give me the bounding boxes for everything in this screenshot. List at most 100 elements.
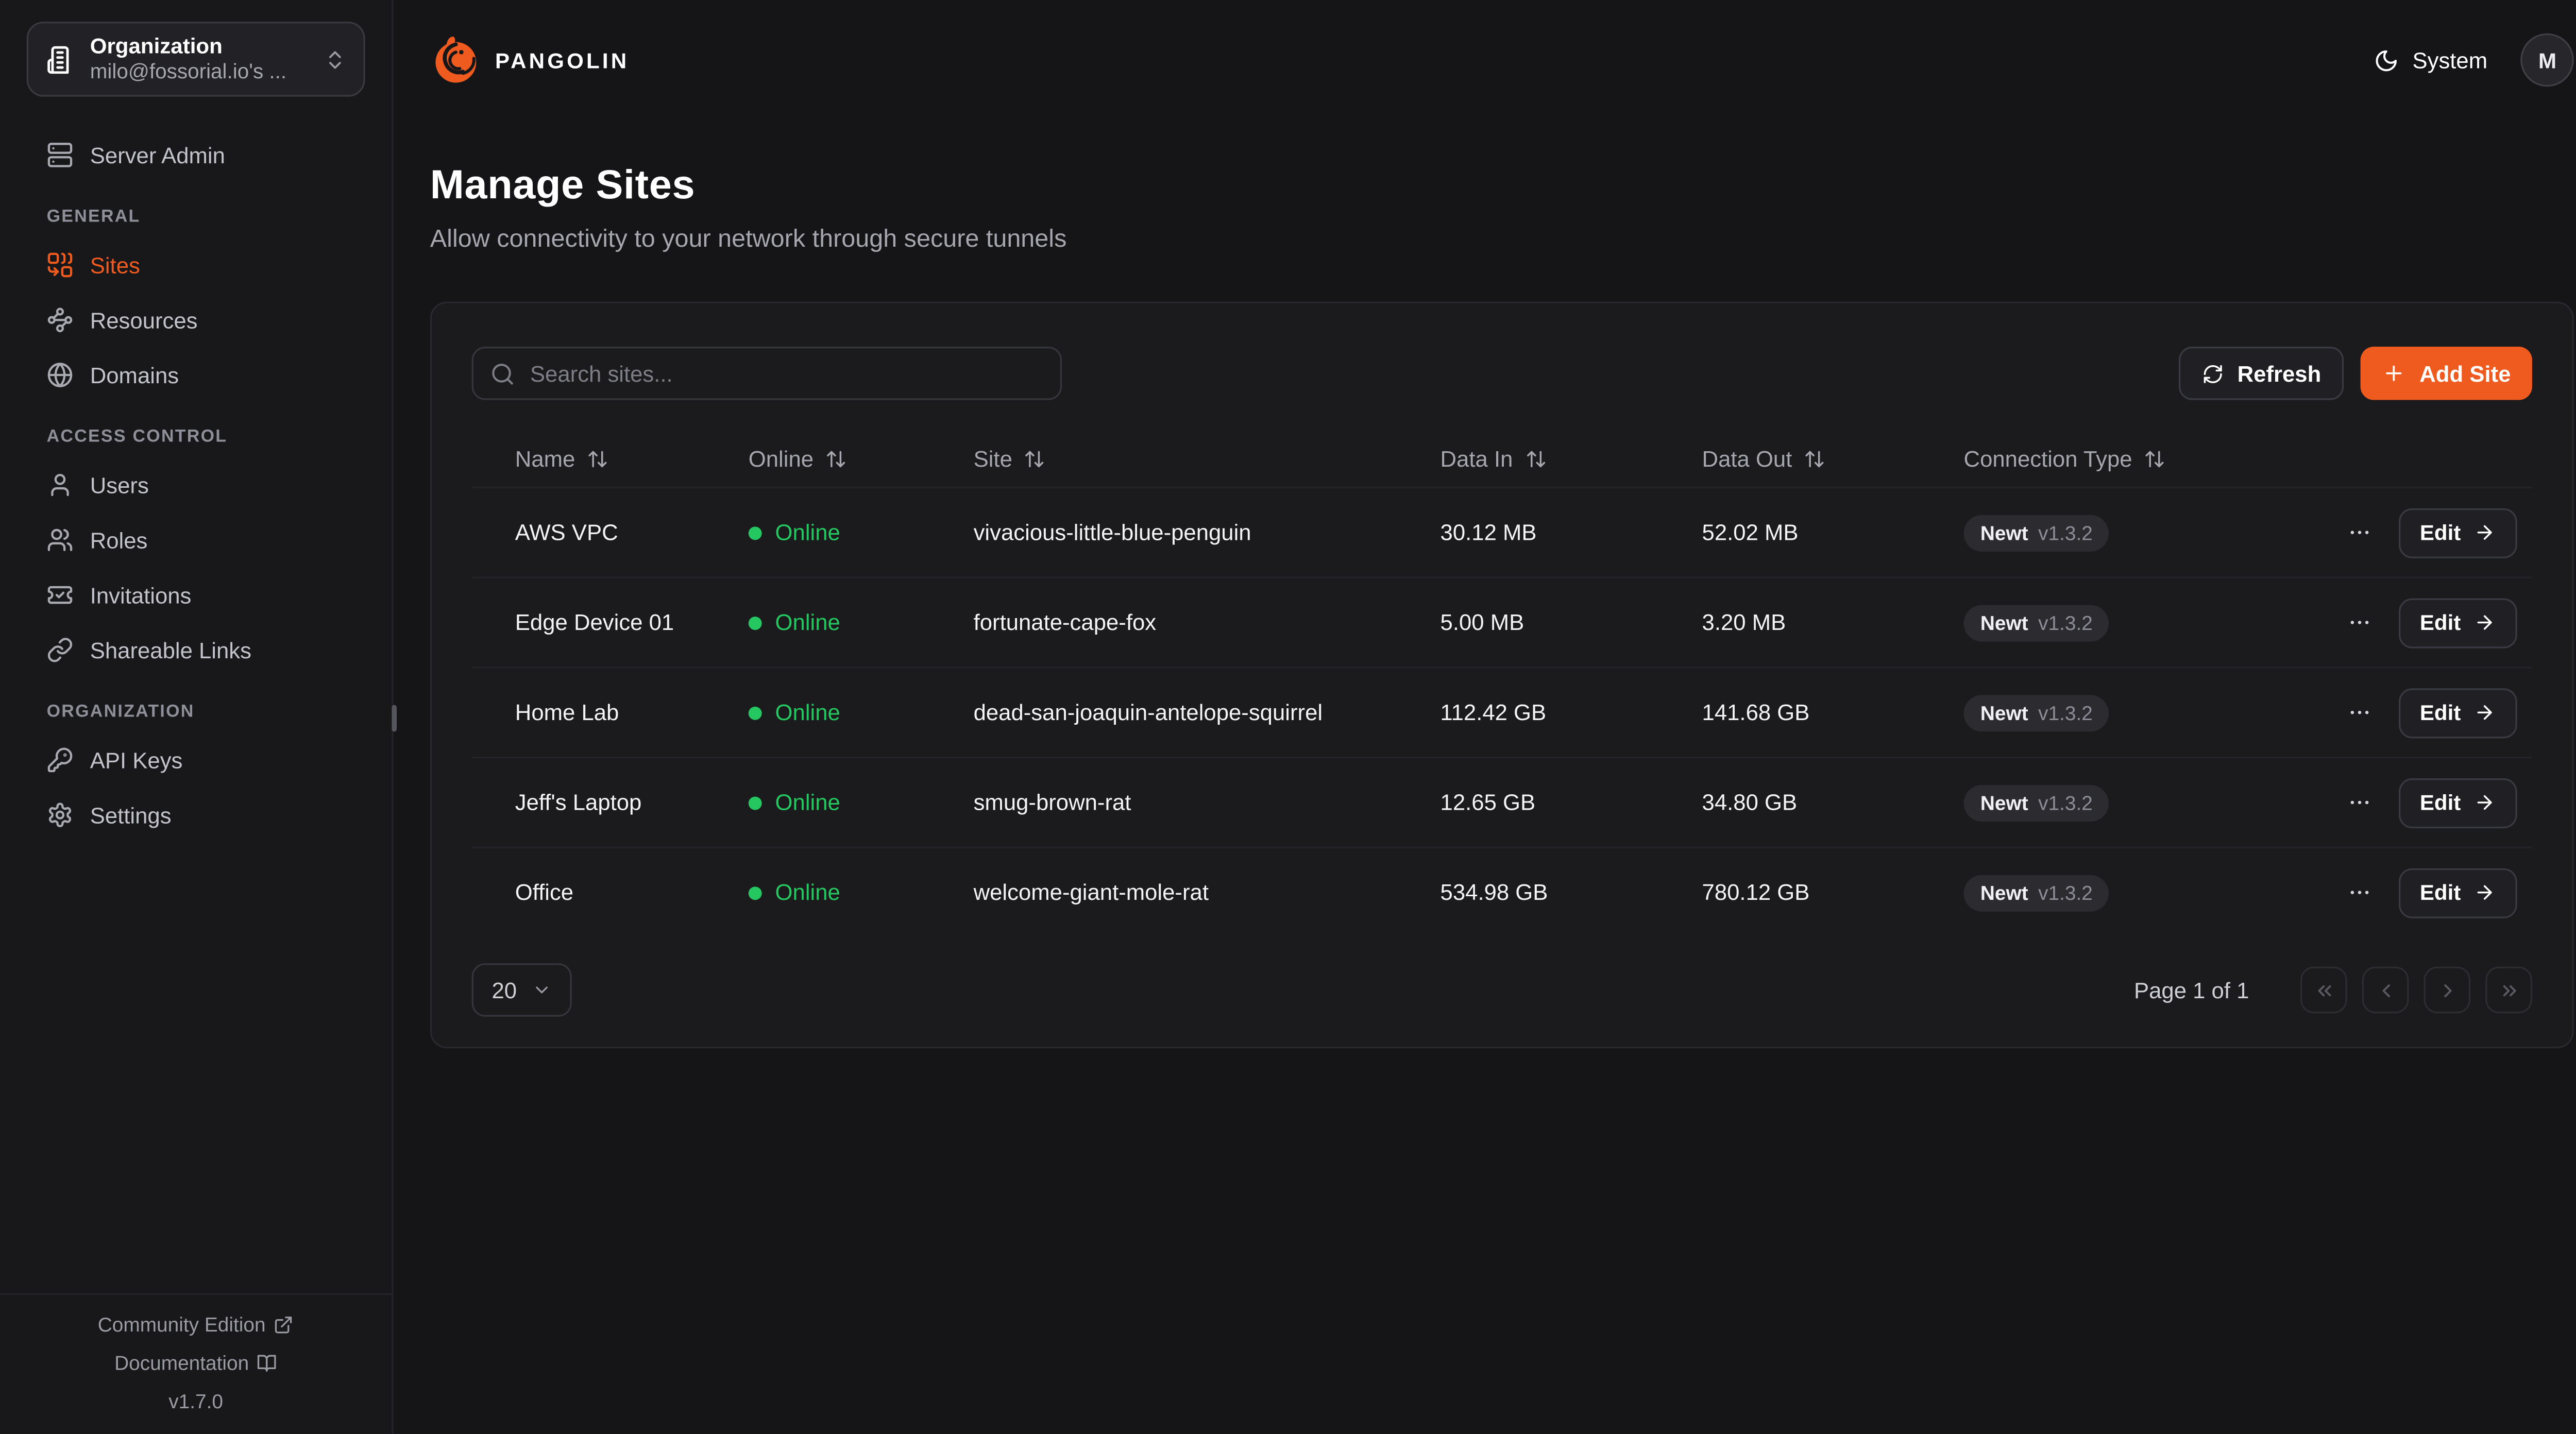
documentation-link[interactable]: Documentation <box>0 1351 392 1374</box>
row-menu-button[interactable] <box>2338 871 2381 914</box>
connection-badge: Newt v1.3.2 <box>1963 514 2110 551</box>
site-name: Edge Device 01 <box>515 610 674 635</box>
chevrons-left-icon <box>2313 979 2335 1001</box>
table-row: Home Lab Online dead-san-joaquin-antelop… <box>471 667 2533 757</box>
community-edition-link[interactable]: Community Edition <box>0 1312 392 1336</box>
pagination: Page 1 of 1 <box>2134 966 2533 1014</box>
add-site-button[interactable]: Add Site <box>2361 347 2533 400</box>
row-actions: Edit <box>2338 687 2518 738</box>
sidebar-item-domains[interactable]: Domains <box>27 350 365 400</box>
site-status: Online <box>748 520 974 545</box>
edit-button[interactable]: Edit <box>2398 687 2518 738</box>
column-header-data-out[interactable]: Data Out <box>1702 446 1964 471</box>
moon-icon <box>2374 47 2399 73</box>
edit-button[interactable]: Edit <box>2398 597 2518 648</box>
refresh-button[interactable]: Refresh <box>2179 347 2345 400</box>
sidebar-item-api-keys[interactable]: API Keys <box>27 735 365 785</box>
sidebar-item-users[interactable]: Users <box>27 460 365 510</box>
online-dot-icon <box>748 795 762 809</box>
sidebar-item-label: Shareable Links <box>90 637 252 663</box>
site-status: Online <box>748 700 974 725</box>
org-selector[interactable]: Organization milo@fossorial.io's ... <box>26 22 365 97</box>
site-data-out: 52.02 MB <box>1702 520 1799 545</box>
search-icon <box>490 361 515 386</box>
connection-badge: Newt v1.3.2 <box>1963 874 2110 911</box>
search-input[interactable] <box>471 347 1062 400</box>
page-subtitle: Allow connectivity to your network throu… <box>430 225 1067 253</box>
edit-button[interactable]: Edit <box>2398 777 2518 828</box>
gear-icon <box>47 801 74 828</box>
first-page-button[interactable] <box>2300 966 2348 1014</box>
topbar: PANGOLIN System M <box>430 0 2574 93</box>
site-data-out: 141.68 GB <box>1702 699 1810 725</box>
ellipsis-icon <box>2347 790 2372 815</box>
site-name: Home Lab <box>515 699 619 725</box>
site-slug: smug-brown-rat <box>973 790 1131 815</box>
table-row: AWS VPC Online vivacious-little-blue-pen… <box>471 486 2533 577</box>
sort-icon <box>1804 448 1825 469</box>
chevron-down-icon <box>532 980 552 1000</box>
row-menu-button[interactable] <box>2338 511 2381 554</box>
ellipsis-icon <box>2347 520 2372 545</box>
site-slug: vivacious-little-blue-penguin <box>973 520 1251 545</box>
online-dot-icon <box>748 706 762 720</box>
sidebar-footer: Community Edition Documentation v1.7.0 <box>0 1292 392 1434</box>
previous-page-button[interactable] <box>2362 966 2410 1014</box>
edit-button[interactable]: Edit <box>2398 867 2518 918</box>
sort-icon <box>2144 448 2165 469</box>
theme-toggle[interactable]: System <box>2374 47 2487 73</box>
arrow-right-icon <box>2474 702 2496 723</box>
sidebar-item-sites[interactable]: Sites <box>27 240 365 290</box>
site-data-in: 12.65 GB <box>1440 790 1536 815</box>
sidebar: Organization milo@fossorial.io's ... Ser… <box>0 0 394 1434</box>
combine-icon <box>47 252 74 279</box>
sidebar-item-roles[interactable]: Roles <box>27 515 365 565</box>
sidebar-section-access-control: ACCESS CONTROL <box>46 426 228 447</box>
chevron-right-icon <box>2436 979 2458 1001</box>
chevrons-up-down-icon <box>324 47 347 71</box>
ticket-check-icon <box>47 582 74 608</box>
site-connection: Newt v1.3.2 <box>1963 604 2338 641</box>
site-name: Office <box>515 880 574 905</box>
page-size-select[interactable]: 20 <box>471 963 572 1017</box>
site-status: Online <box>748 610 974 635</box>
sidebar-item-label: API Keys <box>90 747 183 773</box>
column-header-connection-type[interactable]: Connection Type <box>1964 446 2518 471</box>
site-data-in: 112.42 GB <box>1440 699 1547 725</box>
row-menu-button[interactable] <box>2338 781 2381 824</box>
sidebar-resize-handle[interactable] <box>391 705 397 732</box>
sort-icon <box>1524 448 1546 469</box>
site-slug: fortunate-cape-fox <box>973 610 1157 635</box>
site-connection: Newt v1.3.2 <box>1963 874 2338 911</box>
site-slug: welcome-giant-mole-rat <box>973 880 1209 905</box>
site-slug: dead-san-joaquin-antelope-squirrel <box>973 699 1323 725</box>
column-header-site[interactable]: Site <box>974 446 1440 471</box>
chevron-left-icon <box>2375 979 2397 1001</box>
chevrons-right-icon <box>2498 979 2520 1001</box>
plus-icon <box>2383 362 2406 385</box>
table-footer: 20 Page 1 of 1 <box>471 962 2533 1017</box>
column-header-online[interactable]: Online <box>749 446 974 471</box>
sidebar-item-invitations[interactable]: Invitations <box>27 570 365 620</box>
sort-icon <box>825 448 847 469</box>
site-connection: Newt v1.3.2 <box>1963 784 2338 821</box>
last-page-button[interactable] <box>2485 966 2533 1014</box>
sidebar-item-label: Domains <box>90 362 179 388</box>
next-page-button[interactable] <box>2424 966 2471 1014</box>
table-header-row: Name Online Site Data In <box>472 430 2533 487</box>
column-header-data-in[interactable]: Data In <box>1440 446 1702 471</box>
edit-button[interactable]: Edit <box>2398 507 2518 558</box>
row-menu-button[interactable] <box>2338 601 2381 644</box>
column-header-name[interactable]: Name <box>515 446 749 471</box>
main-content: PANGOLIN System M Manage Sites Allow con… <box>394 0 2576 1434</box>
sidebar-item-resources[interactable]: Resources <box>27 295 365 345</box>
sidebar-item-label: Settings <box>90 802 172 828</box>
sidebar-section-general: GENERAL <box>46 207 141 227</box>
sidebar-item-shareable-links[interactable]: Shareable Links <box>27 625 365 675</box>
waypoints-icon <box>47 306 74 333</box>
sidebar-item-settings[interactable]: Settings <box>27 790 365 840</box>
site-name: Jeff's Laptop <box>515 790 642 815</box>
avatar[interactable]: M <box>2520 33 2574 87</box>
row-menu-button[interactable] <box>2338 691 2381 734</box>
sidebar-item-server-admin[interactable]: Server Admin <box>27 130 365 180</box>
